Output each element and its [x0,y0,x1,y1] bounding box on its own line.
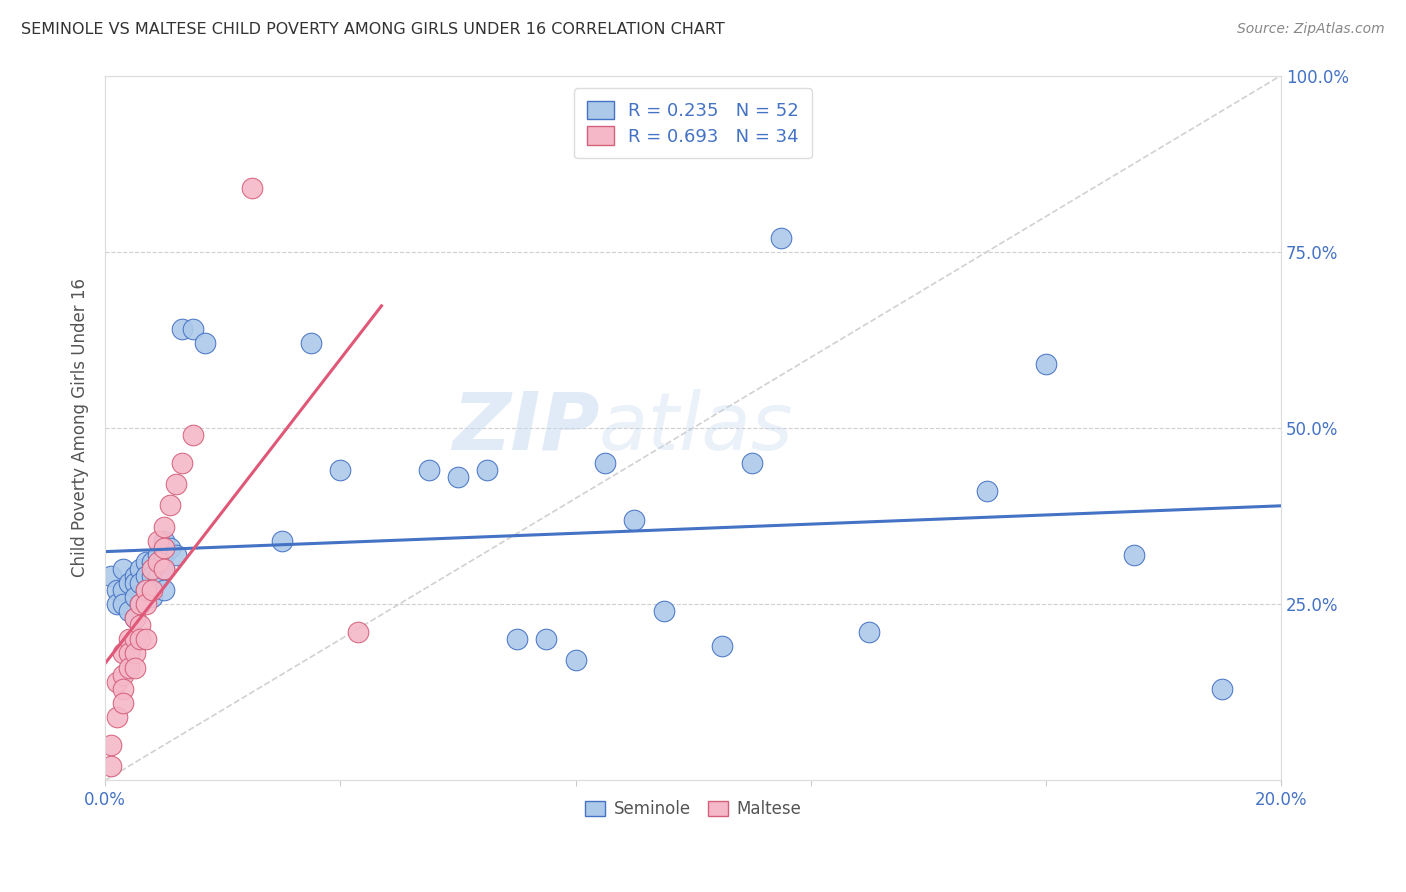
Point [124,611,146,625]
Point [111,562,134,576]
Point [506,632,529,647]
Point [135,555,157,569]
Point [105,597,128,611]
Point [129,618,152,632]
Point [124,569,146,583]
Point [124,590,146,604]
Point [153,519,176,533]
Point [623,512,645,526]
Point [976,484,998,499]
Point [593,456,616,470]
Point [741,456,763,470]
Point [240,181,263,195]
Point [124,647,146,661]
Point [194,336,217,351]
Point [141,582,163,597]
Point [135,582,157,597]
Point [111,667,134,681]
Point [129,562,152,576]
Point [1211,681,1233,696]
Point [141,562,163,576]
Legend: Seminole, Maltese: Seminole, Maltese [579,794,807,825]
Point [170,456,193,470]
Point [118,660,141,674]
Point [118,647,141,661]
Point [153,533,176,548]
Point [146,555,169,569]
Point [118,632,141,647]
Point [124,576,146,591]
Point [159,499,181,513]
Point [153,541,176,555]
Point [124,611,146,625]
Y-axis label: Child Poverty Among Girls Under 16: Child Poverty Among Girls Under 16 [72,278,89,577]
Point [329,463,352,477]
Point [146,569,169,583]
Point [124,632,146,647]
Point [858,625,880,640]
Point [652,604,675,618]
Point [1035,358,1057,372]
Point [153,562,176,576]
Point [299,336,322,351]
Point [135,597,157,611]
Point [146,533,169,548]
Point [170,322,193,336]
Point [111,681,134,696]
Point [711,640,734,654]
Point [418,463,440,477]
Point [105,710,128,724]
Point [129,576,152,591]
Point [153,582,176,597]
Point [141,590,163,604]
Point [141,569,163,583]
Point [105,674,128,689]
Point [118,576,141,591]
Text: ZIP: ZIP [451,389,599,467]
Point [165,477,187,491]
Point [183,428,205,442]
Point [183,322,205,336]
Point [100,738,122,752]
Point [129,597,152,611]
Point [1123,548,1146,562]
Point [111,597,134,611]
Point [534,632,557,647]
Point [129,597,152,611]
Point [770,230,793,244]
Point [146,548,169,562]
Point [447,470,470,484]
Point [129,632,152,647]
Point [477,463,499,477]
Point [111,647,134,661]
Point [135,632,157,647]
Point [105,582,128,597]
Point [100,569,122,583]
Point [135,582,157,597]
Text: atlas: atlas [599,389,794,467]
Point [165,548,187,562]
Point [153,562,176,576]
Point [270,533,292,548]
Point [100,759,122,773]
Text: SEMINOLE VS MALTESE CHILD POVERTY AMONG GIRLS UNDER 16 CORRELATION CHART: SEMINOLE VS MALTESE CHILD POVERTY AMONG … [21,22,725,37]
Point [111,582,134,597]
Point [141,555,163,569]
Point [135,569,157,583]
Point [564,653,586,667]
Point [159,541,181,555]
Point [153,548,176,562]
Point [347,625,370,640]
Text: Source: ZipAtlas.com: Source: ZipAtlas.com [1237,22,1385,37]
Point [111,696,134,710]
Point [118,604,141,618]
Point [124,660,146,674]
